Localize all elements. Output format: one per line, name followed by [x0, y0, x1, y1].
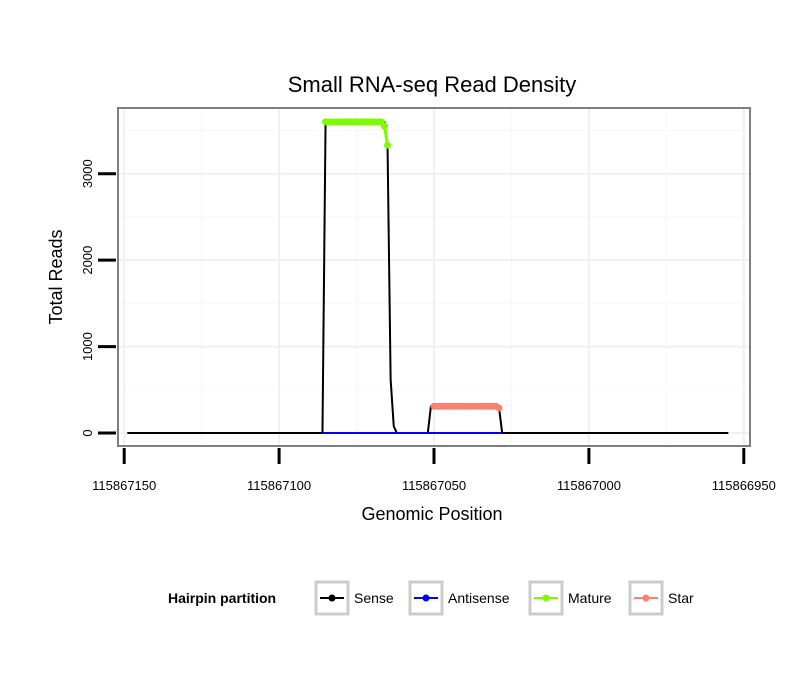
x-tick-label: 115867050 — [402, 478, 466, 493]
y-tick-label: 3000 — [80, 159, 95, 188]
x-tick-label: 115867150 — [92, 478, 156, 493]
y-tick-label: 1000 — [80, 332, 95, 361]
legend-key-point — [328, 594, 336, 602]
mature-point — [380, 122, 388, 130]
y-tick-label: 2000 — [80, 246, 95, 275]
axes: 115867150 115867100 115867050 115867000 1158… — [80, 159, 776, 493]
y-tick-label: 0 — [80, 429, 95, 436]
star-point — [495, 404, 503, 412]
legend-key-point — [542, 594, 550, 602]
chart-title: Small RNA-seq Read Density — [288, 72, 577, 97]
legend-label-star: Star — [668, 590, 694, 606]
x-tick-label: 115867000 — [557, 478, 621, 493]
x-axis-title: Genomic Position — [361, 504, 502, 524]
y-axis-title: Total Reads — [46, 229, 66, 324]
data-series — [127, 118, 729, 435]
legend-key-point — [422, 594, 430, 602]
x-tick-label: 115866950 — [712, 478, 776, 493]
legend-key-point — [642, 594, 650, 602]
legend-label-antisense: Antisense — [448, 590, 510, 606]
legend-label-sense: Sense — [354, 590, 394, 606]
legend: Hairpin partition Sense Antisense Mature St… — [168, 580, 694, 616]
x-tick-label: 115867100 — [247, 478, 311, 493]
legend-title: Hairpin partition — [168, 590, 276, 606]
mature-point — [384, 141, 392, 149]
legend-label-mature: Mature — [568, 590, 612, 606]
